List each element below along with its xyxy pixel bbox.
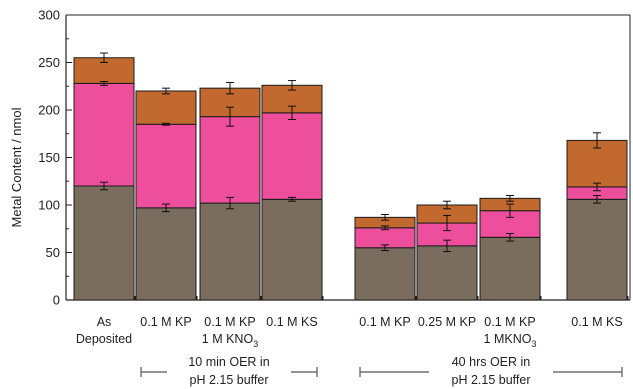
error-bars: [100, 52, 601, 253]
bar-segment-1: [135, 207, 197, 301]
bar-segment-1: [73, 185, 135, 301]
bars: [73, 57, 628, 301]
x-category-label: 0.1 M KP: [484, 315, 535, 329]
x-category-label: 1 M KNO3: [202, 332, 258, 349]
y-tick-label: 250: [38, 55, 60, 70]
x-category-label: 1 MKNO3: [484, 332, 537, 349]
y-tick-label: 300: [38, 8, 60, 23]
x-axis-labels: As Deposited 0.1 M KP 0.1 M KP 1 M KNO3 0.1 M…: [76, 315, 623, 349]
y-axis-label: Metal Content / nmol: [9, 107, 24, 227]
group-label-line2: pH 2.15 buffer: [452, 373, 531, 387]
bar-segment-2: [261, 112, 323, 200]
bar-segment-2: [135, 123, 197, 209]
y-tick-label: 100: [38, 198, 60, 213]
group-brackets: 10 min OER in pH 2.15 buffer 40 hrs OER in…: [140, 355, 623, 387]
x-category-label: 0.1 M KP: [140, 315, 191, 329]
x-category-label: 0.1 M KP: [359, 315, 410, 329]
bar-segment-2: [199, 116, 261, 204]
bar-segment-1: [354, 247, 416, 301]
bar-segment-1: [479, 236, 541, 301]
x-category-label: 0.25 M KP: [418, 315, 476, 329]
bar-segment-2: [73, 82, 135, 187]
y-tick-label: 0: [53, 293, 60, 308]
group-label-line1: 10 min OER in: [188, 355, 269, 369]
bar-segment-1: [199, 202, 261, 301]
bar-segment-3: [135, 90, 197, 125]
y-tick-label: 150: [38, 150, 60, 165]
x-category-label: As: [97, 315, 112, 329]
x-category-label: Deposited: [76, 332, 132, 346]
group-label-line2: pH 2.15 buffer: [190, 373, 269, 387]
x-category-label: 0.1 M KS: [266, 315, 317, 329]
y-tick-label: 50: [46, 245, 60, 260]
group-label-line1: 40 hrs OER in: [452, 355, 531, 369]
x-category-label: 0.1 M KP: [204, 315, 255, 329]
y-tick-label: 200: [38, 103, 60, 118]
bar-segment-1: [416, 245, 478, 301]
bar-segment-3: [566, 139, 628, 188]
x-category-label: 0.1 M KS: [571, 315, 622, 329]
bar-segment-1: [566, 198, 628, 301]
bar-segment-1: [261, 198, 323, 301]
